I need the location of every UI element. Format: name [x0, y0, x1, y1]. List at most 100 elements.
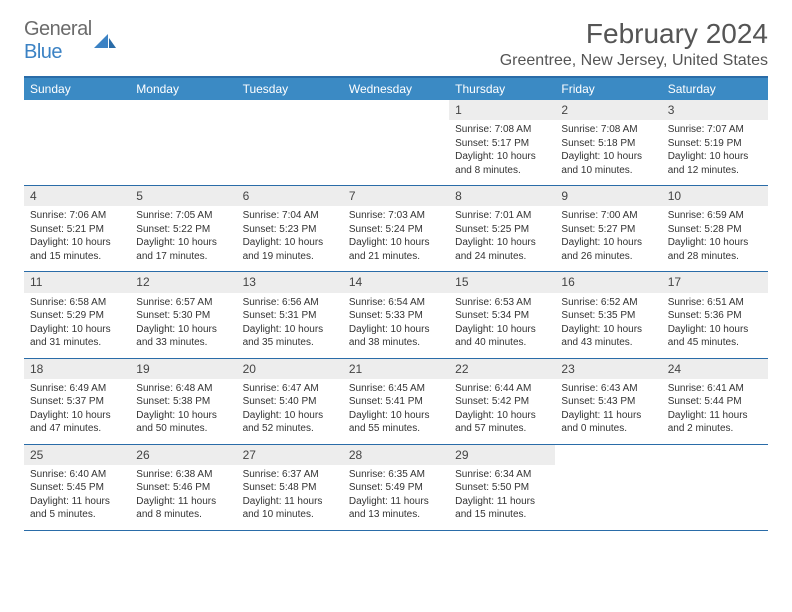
day-cell: [24, 100, 130, 185]
daylight-text: Daylight: 10 hours and 55 minutes.: [349, 409, 443, 436]
day-cell: 25Sunrise: 6:40 AMSunset: 5:45 PMDayligh…: [24, 445, 130, 530]
sunrise-text: Sunrise: 6:43 AM: [561, 382, 655, 396]
sunrise-text: Sunrise: 6:54 AM: [349, 296, 443, 310]
header: General Blue February 2024 Greentree, Ne…: [24, 18, 768, 70]
day-cell: [555, 445, 661, 530]
day-cell: 19 Sunrise: 6:48 AMSunset: 5:38 PMDayligh…: [130, 359, 236, 444]
weekday-header: Thursday: [449, 78, 555, 100]
day-number: 8: [449, 186, 555, 206]
sunrise-text: Sunrise: 6:58 AM: [30, 296, 124, 310]
sunrise-text: Sunrise: 7:08 AM: [455, 123, 549, 137]
logo-text: General Blue: [24, 18, 92, 64]
day-number: 22: [449, 359, 555, 379]
daylight-text: Daylight: 11 hours and 2 minutes.: [668, 409, 762, 436]
day-number: 11: [24, 272, 130, 292]
sunset-text: Sunset: 5:43 PM: [561, 395, 655, 409]
sunrise-text: Sunrise: 6:52 AM: [561, 296, 655, 310]
sunrise-text: Sunrise: 6:37 AM: [243, 468, 337, 482]
sunset-text: Sunset: 5:17 PM: [455, 137, 549, 151]
day-number: 1: [449, 100, 555, 120]
day-cell: 2Sunrise: 7:08 AMSunset: 5:18 PMDaylight…: [555, 100, 661, 185]
day-number: 3: [662, 100, 768, 120]
day-cell: 15Sunrise: 6:53 AMSunset: 5:34 PMDayligh…: [449, 272, 555, 357]
sunrise-text: Sunrise: 6:41 AM: [668, 382, 762, 396]
day-number: 13: [237, 272, 343, 292]
day-cell: 10Sunrise: 6:59 AMSunset: 5:28 PMDayligh…: [662, 186, 768, 271]
day-number: 4: [24, 186, 130, 206]
day-number: 7: [343, 186, 449, 206]
week-row: 1Sunrise: 7:08 AMSunset: 5:17 PMDaylight…: [24, 100, 768, 186]
daylight-text: Daylight: 10 hours and 10 minutes.: [561, 150, 655, 177]
day-cell: 5Sunrise: 7:05 AMSunset: 5:22 PMDaylight…: [130, 186, 236, 271]
day-number: 27: [237, 445, 343, 465]
day-cell: 14Sunrise: 6:54 AMSunset: 5:33 PMDayligh…: [343, 272, 449, 357]
sunrise-text: Sunrise: 6:48 AM: [136, 382, 230, 396]
logo: General Blue: [24, 18, 116, 64]
daylight-text: Daylight: 10 hours and 15 minutes.: [30, 236, 124, 263]
sunset-text: Sunset: 5:24 PM: [349, 223, 443, 237]
day-cell: 3Sunrise: 7:07 AMSunset: 5:19 PMDaylight…: [662, 100, 768, 185]
weekday-row: SundayMondayTuesdayWednesdayThursdayFrid…: [24, 78, 768, 100]
sunrise-text: Sunrise: 6:59 AM: [668, 209, 762, 223]
sunrise-text: Sunrise: 7:01 AM: [455, 209, 549, 223]
sunrise-text: Sunrise: 7:00 AM: [561, 209, 655, 223]
daylight-text: Daylight: 10 hours and 50 minutes.: [136, 409, 230, 436]
sunrise-text: Sunrise: 7:05 AM: [136, 209, 230, 223]
day-cell: 23Sunrise: 6:43 AMSunset: 5:43 PMDayligh…: [555, 359, 661, 444]
daylight-text: Daylight: 10 hours and 21 minutes.: [349, 236, 443, 263]
weeks: 1Sunrise: 7:08 AMSunset: 5:17 PMDaylight…: [24, 100, 768, 531]
logo-accent: Blue: [24, 41, 62, 63]
sunset-text: Sunset: 5:36 PM: [668, 309, 762, 323]
day-cell: 20Sunrise: 6:47 AMSunset: 5:40 PMDayligh…: [237, 359, 343, 444]
sunset-text: Sunset: 5:33 PM: [349, 309, 443, 323]
daylight-text: Daylight: 10 hours and 45 minutes.: [668, 323, 762, 350]
week-row: 11Sunrise: 6:58 AMSunset: 5:29 PMDayligh…: [24, 272, 768, 358]
daylight-text: Daylight: 10 hours and 47 minutes.: [30, 409, 124, 436]
day-cell: 7Sunrise: 7:03 AMSunset: 5:24 PMDaylight…: [343, 186, 449, 271]
week-row: 18Sunrise: 6:49 AMSunset: 5:37 PMDayligh…: [24, 359, 768, 445]
daylight-text: Daylight: 10 hours and 24 minutes.: [455, 236, 549, 263]
sunset-text: Sunset: 5:27 PM: [561, 223, 655, 237]
day-cell: [662, 445, 768, 530]
day-cell: 16Sunrise: 6:52 AMSunset: 5:35 PMDayligh…: [555, 272, 661, 357]
daylight-text: Daylight: 10 hours and 12 minutes.: [668, 150, 762, 177]
day-number: 28: [343, 445, 449, 465]
day-cell: 28Sunrise: 6:35 AMSunset: 5:49 PMDayligh…: [343, 445, 449, 530]
sunrise-text: Sunrise: 6:51 AM: [668, 296, 762, 310]
day-number: 20: [237, 359, 343, 379]
day-cell: 26Sunrise: 6:38 AMSunset: 5:46 PMDayligh…: [130, 445, 236, 530]
daylight-text: Daylight: 11 hours and 13 minutes.: [349, 495, 443, 522]
sunrise-text: Sunrise: 7:06 AM: [30, 209, 124, 223]
sunrise-text: Sunrise: 6:40 AM: [30, 468, 124, 482]
weekday-header: Monday: [130, 78, 236, 100]
day-cell: 9Sunrise: 7:00 AMSunset: 5:27 PMDaylight…: [555, 186, 661, 271]
sunrise-text: Sunrise: 6:45 AM: [349, 382, 443, 396]
sunset-text: Sunset: 5:37 PM: [30, 395, 124, 409]
daylight-text: Daylight: 10 hours and 38 minutes.: [349, 323, 443, 350]
daylight-text: Daylight: 11 hours and 8 minutes.: [136, 495, 230, 522]
daylight-text: Daylight: 10 hours and 43 minutes.: [561, 323, 655, 350]
daylight-text: Daylight: 11 hours and 0 minutes.: [561, 409, 655, 436]
day-number: 25: [24, 445, 130, 465]
day-cell: 11Sunrise: 6:58 AMSunset: 5:29 PMDayligh…: [24, 272, 130, 357]
day-cell: [130, 100, 236, 185]
day-number: 24: [662, 359, 768, 379]
daylight-text: Daylight: 10 hours and 33 minutes.: [136, 323, 230, 350]
daylight-text: Daylight: 10 hours and 28 minutes.: [668, 236, 762, 263]
day-number: 19: [130, 359, 236, 379]
sunset-text: Sunset: 5:46 PM: [136, 481, 230, 495]
day-cell: 13Sunrise: 6:56 AMSunset: 5:31 PMDayligh…: [237, 272, 343, 357]
daylight-text: Daylight: 10 hours and 57 minutes.: [455, 409, 549, 436]
day-number: 26: [130, 445, 236, 465]
sunset-text: Sunset: 5:18 PM: [561, 137, 655, 151]
location: Greentree, New Jersey, United States: [500, 52, 768, 70]
sunrise-text: Sunrise: 6:35 AM: [349, 468, 443, 482]
daylight-text: Daylight: 10 hours and 52 minutes.: [243, 409, 337, 436]
sunset-text: Sunset: 5:42 PM: [455, 395, 549, 409]
daylight-text: Daylight: 10 hours and 35 minutes.: [243, 323, 337, 350]
day-cell: [343, 100, 449, 185]
sunrise-text: Sunrise: 6:49 AM: [30, 382, 124, 396]
sunset-text: Sunset: 5:38 PM: [136, 395, 230, 409]
daylight-text: Daylight: 10 hours and 8 minutes.: [455, 150, 549, 177]
sunrise-text: Sunrise: 7:04 AM: [243, 209, 337, 223]
